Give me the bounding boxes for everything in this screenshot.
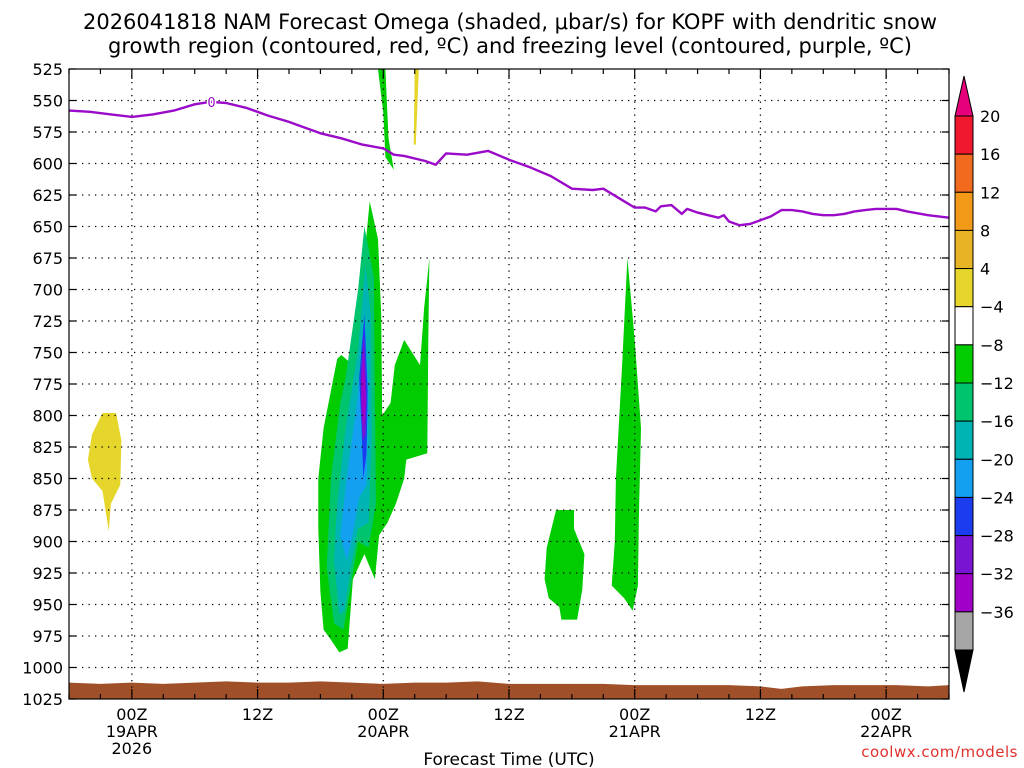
y-axis-ticks: 525 550 575 600 625 650 675 700 725 750 775 800 825 8… <box>22 60 949 709</box>
y-tick-label: 650 <box>32 218 63 237</box>
x-tick-label: 22APR <box>860 722 912 741</box>
colorbar-swatch <box>954 229 974 270</box>
colorbar-label: −20 <box>980 450 1014 469</box>
colorbar-label: 16 <box>980 145 1000 164</box>
colorbar-label: 4 <box>980 260 990 279</box>
y-tick-label: 1025 <box>22 690 63 709</box>
colorbar-label: −12 <box>980 374 1014 393</box>
x-tick-label: 19APR <box>106 722 158 741</box>
omega-region <box>378 69 394 170</box>
gridlines <box>69 69 949 699</box>
y-tick-label: 600 <box>32 155 63 174</box>
y-tick-label: 1000 <box>22 659 63 678</box>
y-tick-label: 950 <box>32 596 63 615</box>
colorbar-label: −8 <box>980 336 1004 355</box>
colorbar-label: 20 <box>980 107 1000 126</box>
y-tick-label: 725 <box>32 312 63 331</box>
colorbar-swatch <box>954 420 974 460</box>
colorbar-label: −32 <box>980 565 1014 584</box>
colorbar-label: −36 <box>980 603 1014 622</box>
omega-region <box>611 258 641 611</box>
y-tick-label: 875 <box>32 501 63 520</box>
x-axis-label: Forecast Time (UTC) <box>423 750 594 768</box>
colorbar: 20 16 12 8 4 −4 −8 −12 −16 −20 −24 −28 −32 −36 <box>954 75 1014 693</box>
colorbar-top-arrow <box>954 75 974 117</box>
omega-region <box>413 69 419 145</box>
x-tick-label: 00Z <box>619 705 650 724</box>
colorbar-swatch <box>954 382 974 422</box>
colorbar-label: −24 <box>980 488 1014 507</box>
title-line-2: growth region (contoured, red, ºC) and f… <box>108 34 912 58</box>
x-tick-label: 21APR <box>609 722 661 741</box>
x-tick-label: 12Z <box>242 705 273 724</box>
y-tick-label: 550 <box>32 92 63 111</box>
colorbar-swatch <box>954 458 974 498</box>
x-tick-label: 20APR <box>357 722 409 741</box>
y-tick-label: 825 <box>32 438 63 457</box>
y-tick-label: 700 <box>32 281 63 300</box>
x-tick-label: 00Z <box>870 705 901 724</box>
credit-text: coolwx.com/models <box>861 743 1018 761</box>
colorbar-label: −4 <box>980 298 1004 317</box>
y-tick-label: 850 <box>32 470 63 489</box>
colorbar-label: 8 <box>980 221 990 240</box>
colorbar-swatch <box>954 535 974 575</box>
x-tick-label: 12Z <box>493 705 524 724</box>
x-tick-label: 00Z <box>368 705 399 724</box>
freezing-level-layer: 0 <box>68 94 950 227</box>
colorbar-label: 12 <box>980 183 1000 202</box>
y-tick-label: 625 <box>32 186 63 205</box>
colorbar-swatch <box>954 153 974 193</box>
colorbar-swatch <box>954 573 974 613</box>
omega-shading <box>87 69 641 653</box>
y-tick-label: 675 <box>32 249 63 268</box>
colorbar-swatch <box>954 115 974 155</box>
y-tick-label: 800 <box>32 407 63 426</box>
colorbar-swatch <box>954 268 974 308</box>
y-tick-label: 925 <box>32 564 63 583</box>
y-tick-label: 750 <box>32 344 63 363</box>
y-tick-label: 525 <box>32 60 63 79</box>
title-line-1: 2026041818 NAM Forecast Omega (shaded, μ… <box>83 10 937 34</box>
freezing-level-line <box>68 100 950 227</box>
omega-region <box>87 413 122 532</box>
colorbar-label: −16 <box>980 412 1014 431</box>
colorbar-swatch <box>954 344 974 384</box>
x-tick-label: 00Z <box>116 705 147 724</box>
colorbar-swatch <box>954 191 974 231</box>
omega-region <box>361 350 366 426</box>
colorbar-label: −28 <box>980 527 1014 546</box>
y-tick-label: 775 <box>32 375 63 394</box>
x-tick-label: 12Z <box>745 705 776 724</box>
colorbar-swatch <box>954 496 974 537</box>
y-tick-label: 575 <box>32 123 63 142</box>
y-tick-label: 900 <box>32 533 63 552</box>
freezing-level-label: 0 <box>207 96 215 111</box>
colorbar-bottom-arrow <box>954 649 974 693</box>
colorbar-swatch <box>954 611 974 651</box>
x-tick-label: 2026 <box>111 739 152 758</box>
y-tick-label: 975 <box>32 627 63 646</box>
omega-region <box>544 510 585 620</box>
colorbar-swatch <box>954 306 974 346</box>
